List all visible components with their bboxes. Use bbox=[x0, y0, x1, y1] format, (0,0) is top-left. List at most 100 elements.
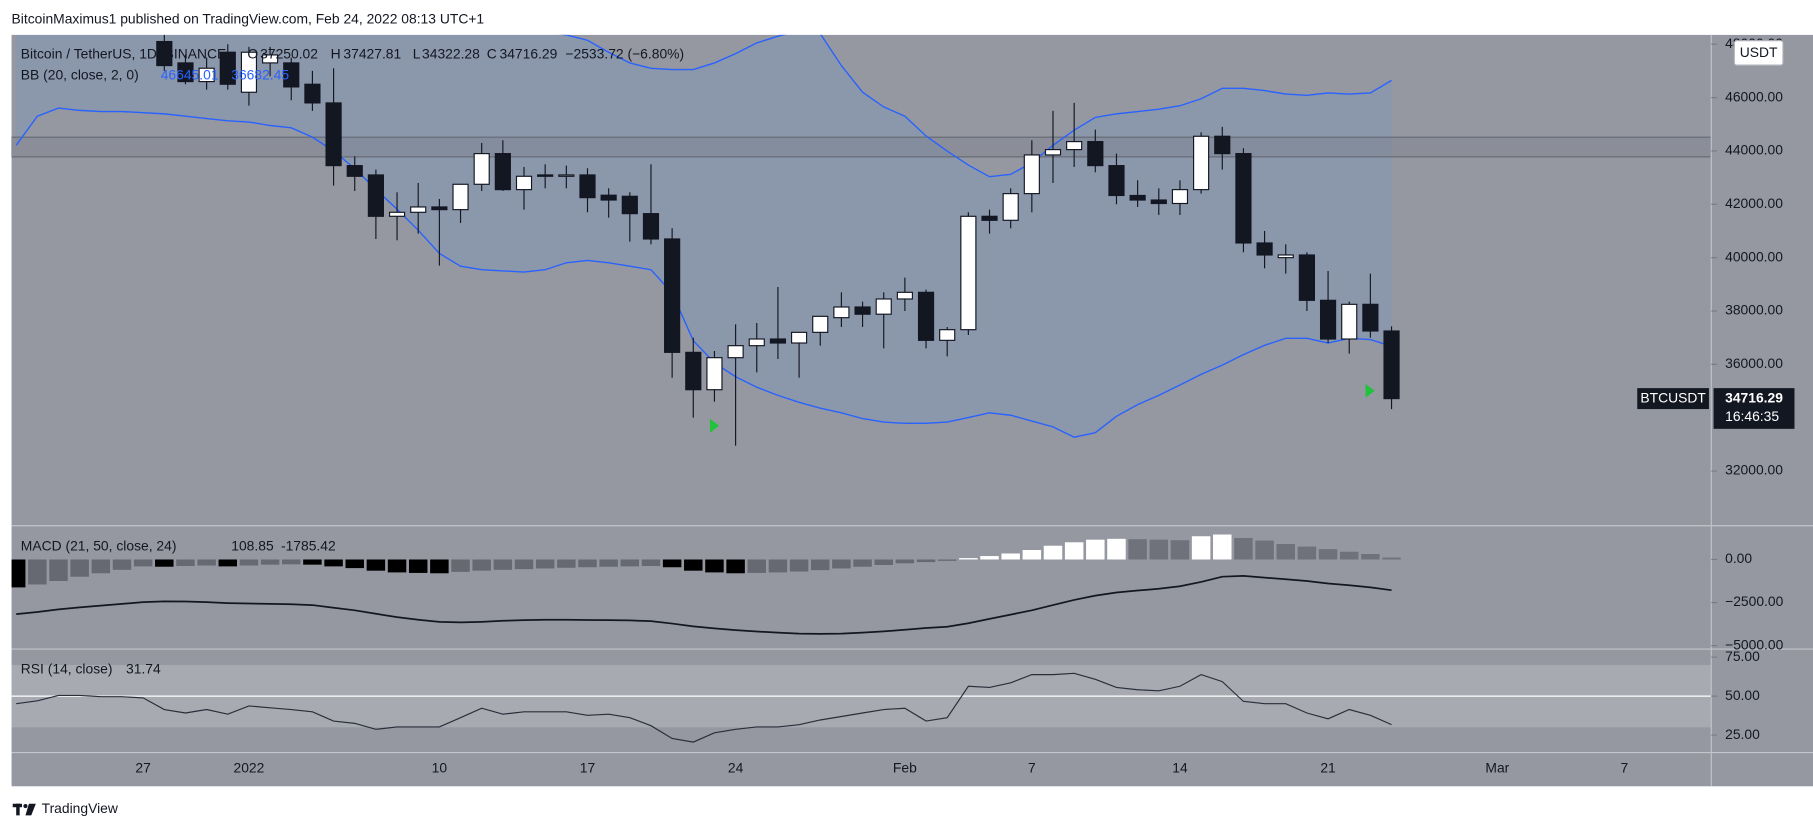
candle-body bbox=[685, 351, 702, 391]
candle-body bbox=[939, 329, 956, 341]
macd-histogram-bar bbox=[959, 558, 978, 560]
macd-pane bbox=[11, 534, 1401, 635]
x-tick-label: 17 bbox=[580, 759, 596, 775]
candle-body bbox=[1002, 193, 1019, 221]
y-tick-label: 46000.00 bbox=[1725, 88, 1783, 104]
macd-histogram-bar bbox=[155, 559, 174, 567]
publisher-line: BitcoinMaximus1 published on TradingView… bbox=[12, 10, 485, 26]
macd-histogram-bar bbox=[324, 559, 343, 567]
macd-histogram-bar bbox=[789, 559, 809, 572]
macd-histogram-bar bbox=[1361, 553, 1380, 560]
candle-body bbox=[473, 153, 490, 185]
candle-body bbox=[1171, 189, 1189, 205]
x-tick-label: 7 bbox=[1028, 759, 1036, 775]
macd-histogram-bar bbox=[70, 559, 89, 577]
macd-histogram-bar bbox=[1022, 550, 1042, 560]
ohlc-value: 34322.28 bbox=[422, 45, 480, 61]
macd-histogram-bar bbox=[810, 559, 830, 571]
footer: TradingView bbox=[12, 800, 119, 816]
candle-body bbox=[727, 345, 744, 359]
macd-histogram-bar bbox=[1191, 536, 1211, 560]
last-price-box bbox=[1713, 388, 1795, 429]
band-upper bbox=[560, 34, 1392, 178]
candle-body bbox=[431, 206, 448, 211]
macd-histogram-bar bbox=[387, 559, 407, 573]
y-tick-label: 75.00 bbox=[1725, 648, 1760, 664]
candle-body bbox=[177, 62, 194, 83]
macd-histogram-bar bbox=[176, 559, 195, 567]
macd-histogram-bar bbox=[1043, 545, 1063, 560]
candle-body bbox=[515, 175, 533, 191]
rsi-legend: RSI (14, close) 31.74 bbox=[21, 661, 161, 677]
x-tick-label: 24 bbox=[728, 759, 744, 775]
macd-histogram-bar bbox=[557, 559, 576, 568]
macd-histogram-bar bbox=[28, 559, 47, 585]
logo-part bbox=[23, 803, 28, 809]
logo-part bbox=[16, 803, 20, 816]
macd-histogram-bar bbox=[1213, 534, 1232, 560]
macd-hist-value: 108.85 bbox=[231, 537, 274, 553]
x-tick-label: 21 bbox=[1320, 759, 1336, 775]
macd-histogram-bar bbox=[239, 559, 259, 566]
chart-background bbox=[11, 34, 1813, 787]
macd-histogram-bar bbox=[282, 559, 301, 565]
macd-histogram-bar bbox=[493, 559, 513, 570]
macd-histogram-bar bbox=[1318, 549, 1338, 560]
macd-histogram-bar bbox=[599, 559, 618, 567]
macd-histogram-bar bbox=[768, 559, 788, 573]
countdown-label: 16:46:35 bbox=[1725, 408, 1779, 424]
macd-histogram-bar bbox=[1086, 539, 1105, 560]
candle-body bbox=[1277, 254, 1294, 259]
candle-body bbox=[367, 174, 384, 217]
y-tick-label: −5000.00 bbox=[1725, 636, 1783, 652]
x-tick-label: Mar bbox=[1485, 759, 1509, 775]
macd-histogram-bar bbox=[1297, 546, 1317, 560]
bb-lower-value: 36682.45 bbox=[231, 66, 289, 82]
candle-body bbox=[537, 174, 554, 177]
candle-body bbox=[579, 174, 596, 199]
candle-body bbox=[854, 306, 871, 315]
candle-body bbox=[1341, 303, 1358, 340]
candle-body bbox=[494, 153, 511, 191]
rsi-value: 31.74 bbox=[126, 661, 161, 677]
macd-histogram-bar bbox=[1339, 551, 1359, 560]
candle-body bbox=[1193, 135, 1210, 191]
ohlc-value: 37250.02 bbox=[260, 45, 318, 61]
macd-histogram-bar bbox=[684, 559, 703, 571]
macd-histogram-bar bbox=[451, 559, 470, 572]
x-tick-label: Feb bbox=[893, 759, 917, 775]
macd-histogram-bar bbox=[980, 556, 999, 560]
macd-histogram-bar bbox=[705, 559, 724, 573]
macd-label: MACD (21, 50, close, 24) bbox=[21, 537, 177, 553]
macd-histogram-bar bbox=[1382, 557, 1401, 560]
macd-histogram-bar bbox=[937, 559, 957, 561]
macd-histogram-bar bbox=[133, 559, 153, 567]
macd-histogram-bar bbox=[91, 559, 111, 574]
logo-part bbox=[25, 803, 36, 816]
macd-histogram-bar bbox=[260, 559, 280, 565]
y-tick-label: 0.00 bbox=[1725, 550, 1752, 566]
candle-body bbox=[558, 174, 575, 177]
ticker-label: BTCUSDT bbox=[1640, 389, 1706, 405]
macd-histogram-bar bbox=[1128, 539, 1147, 560]
candle-body bbox=[664, 238, 681, 353]
candle-body bbox=[706, 357, 723, 391]
candle-body bbox=[1129, 194, 1146, 201]
macd-histogram-bar bbox=[218, 559, 238, 567]
change-label: −2533.72 (−6.80%) bbox=[565, 45, 684, 61]
candle-body bbox=[1044, 149, 1062, 156]
macd-histogram-bar bbox=[197, 559, 216, 566]
candle-body bbox=[452, 183, 469, 211]
x-tick-label: 7 bbox=[1620, 759, 1628, 775]
candle-body bbox=[1066, 141, 1083, 151]
bb-upper-value: 46645.01 bbox=[161, 66, 219, 82]
candle-body bbox=[1319, 299, 1337, 340]
candle-body bbox=[812, 315, 829, 333]
ohlc-key: C bbox=[487, 45, 497, 61]
macd-histogram-bar bbox=[1276, 543, 1295, 560]
macd-histogram-bar bbox=[832, 559, 851, 569]
ohlc-key: O bbox=[247, 45, 258, 61]
candle-body bbox=[642, 213, 660, 240]
